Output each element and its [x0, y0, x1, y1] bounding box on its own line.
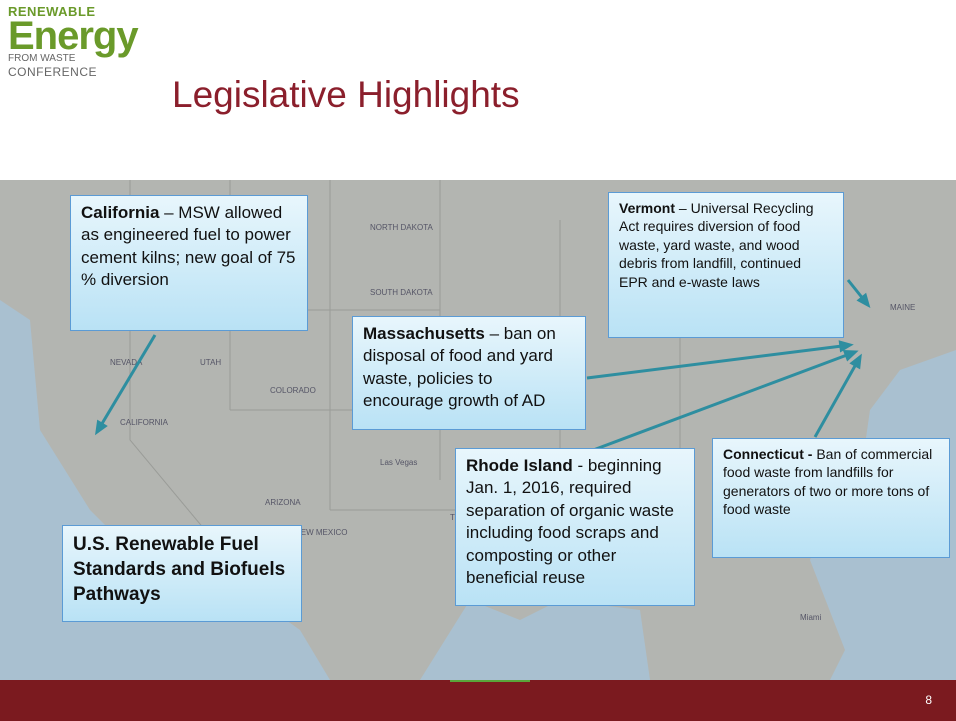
map-label: ARIZONA	[265, 498, 301, 507]
callout-lead: U.S. Renewable Fuel Standards and Biofue…	[73, 534, 285, 605]
callout: U.S. Renewable Fuel Standards and Biofue…	[62, 525, 302, 622]
map-label: NORTH DAKOTA	[370, 223, 433, 232]
map-label: UTAH	[200, 358, 221, 367]
footer: 8	[0, 680, 956, 721]
map-label: MAINE	[890, 303, 915, 312]
slide-title: Legislative Highlights	[172, 74, 520, 116]
callout-text: - beginning Jan. 1, 2016, required separ…	[466, 456, 674, 587]
callout-lead: Rhode Island	[466, 456, 573, 475]
map-label: SOUTH DAKOTA	[370, 288, 433, 297]
logo-line: Energy	[8, 19, 138, 53]
slide: RENEWABLE Energy FROM WASTE CONFERENCE L…	[0, 0, 956, 721]
callout: Massachusetts – ban on disposal of food …	[352, 316, 586, 430]
map-label: NEW MEXICO	[295, 528, 347, 537]
callout-lead: Connecticut -	[723, 446, 812, 462]
callout-lead: California	[81, 203, 159, 222]
callout: Vermont – Universal Recycling Act requir…	[608, 192, 844, 338]
map-label: COLORADO	[270, 386, 316, 395]
logo: RENEWABLE Energy FROM WASTE CONFERENCE	[8, 4, 138, 79]
callout: Connecticut - Ban of commercial food was…	[712, 438, 950, 558]
logo-line: CONFERENCE	[8, 65, 138, 79]
callout-lead: Vermont	[619, 200, 675, 216]
accent-line	[450, 680, 530, 682]
map-label: CALIFORNIA	[120, 418, 169, 427]
callout: Rhode Island - beginning Jan. 1, 2016, r…	[455, 448, 695, 606]
map-label: Las Vegas	[380, 458, 417, 467]
callout-lead: Massachusetts	[363, 324, 485, 343]
map-label: Miami	[800, 613, 822, 622]
page-number: 8	[925, 693, 932, 707]
callout: California – MSW allowed as engineered f…	[70, 195, 308, 331]
